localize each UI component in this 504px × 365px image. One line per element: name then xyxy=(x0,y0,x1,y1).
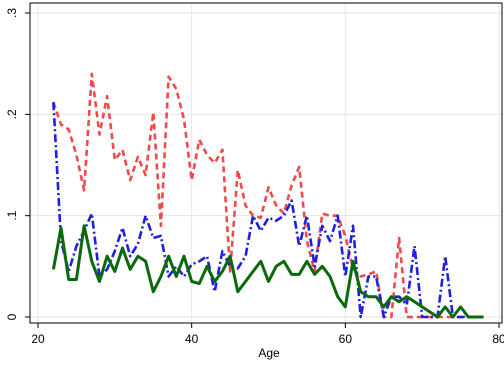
series-line-3 xyxy=(51,224,484,319)
x-tick-label: 80 xyxy=(492,332,504,346)
x-tick-label: 20 xyxy=(31,332,45,346)
y-tick-label: .1 xyxy=(5,210,19,220)
grid-lines xyxy=(30,3,502,323)
series-layer xyxy=(51,72,484,319)
y-axis: 0 .1 .2 .3 xyxy=(5,8,30,320)
series-line-2 xyxy=(52,102,484,319)
y-tick-label: .2 xyxy=(5,109,19,119)
x-axis-title: Age xyxy=(258,346,280,360)
series-line-1 xyxy=(52,72,484,319)
plot-area-frame xyxy=(29,2,503,324)
x-tick-label: 60 xyxy=(339,332,353,346)
x-axis: 20 40 60 80 xyxy=(31,323,504,346)
x-tick-label: 40 xyxy=(185,332,199,346)
y-tick-label: 0 xyxy=(5,313,19,320)
y-tick-label: .3 xyxy=(5,8,19,18)
